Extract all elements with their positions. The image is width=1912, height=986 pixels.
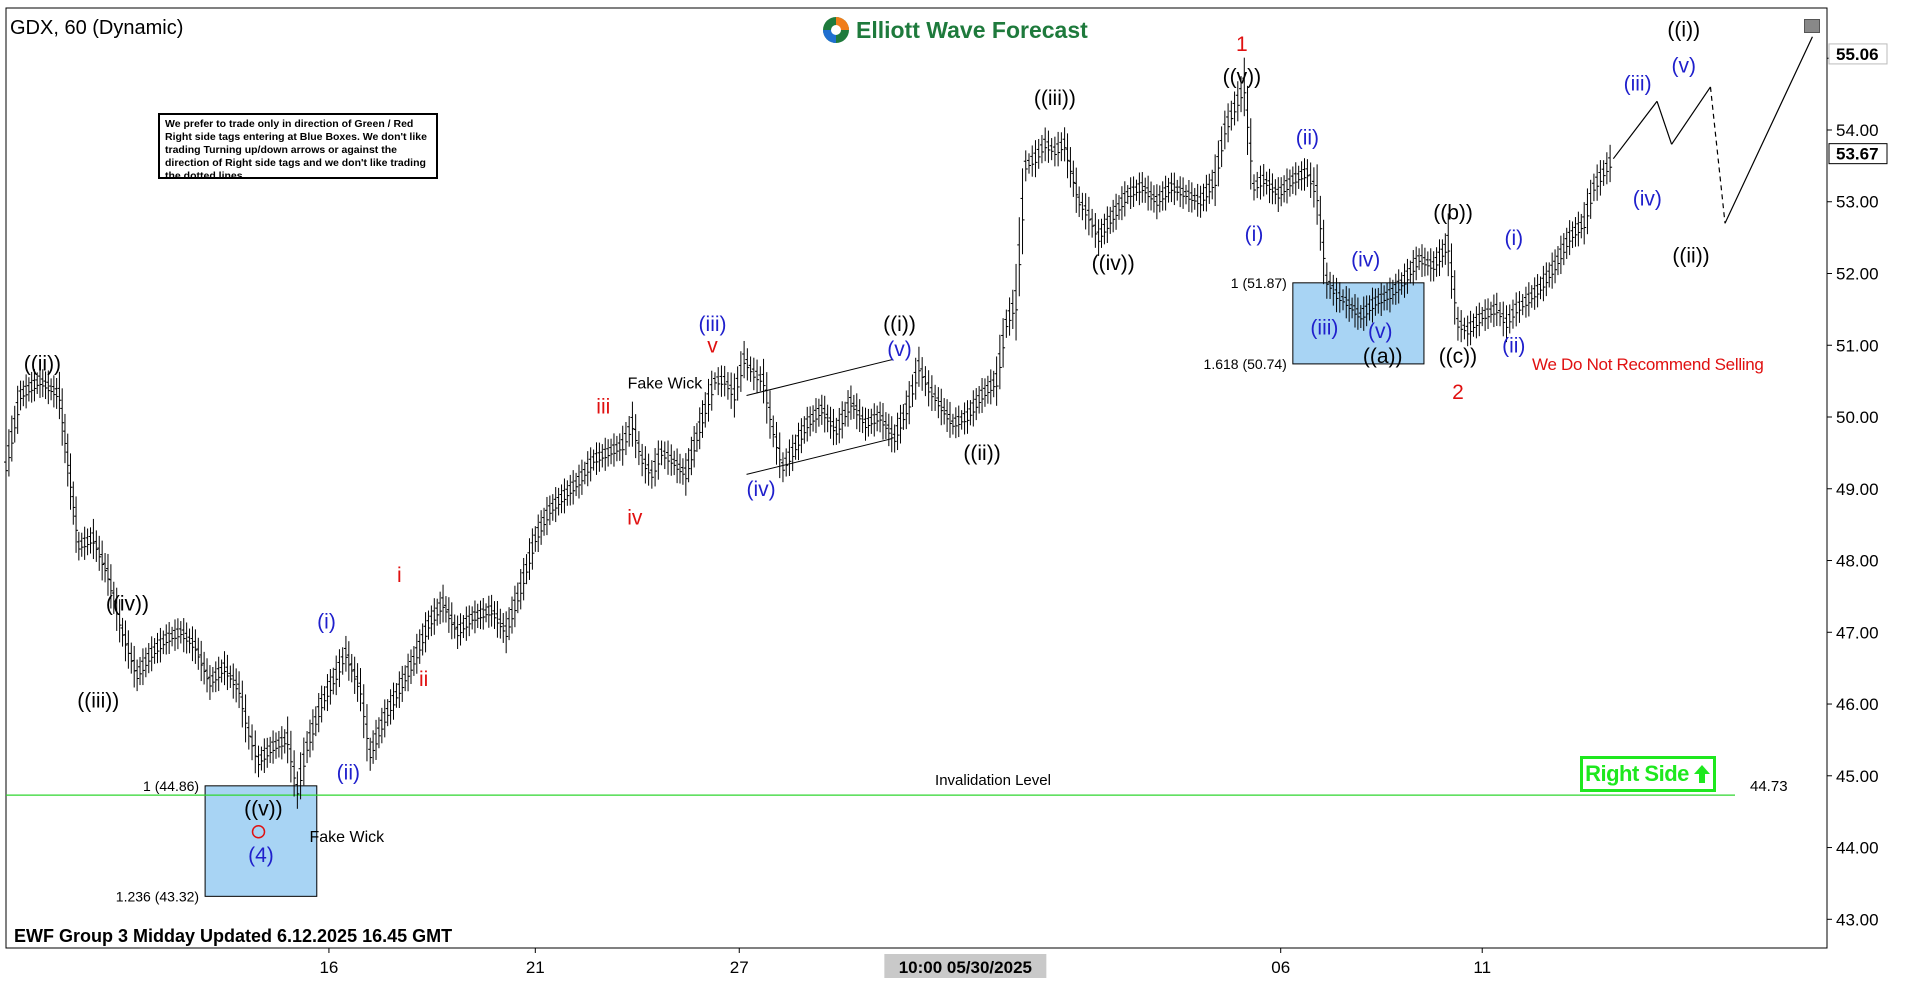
wedge-upper-line (746, 359, 893, 396)
wedge-lower-line (746, 438, 893, 475)
wave-label: ((a)) (1363, 345, 1403, 368)
wave-label: ((v)) (1223, 65, 1261, 88)
y-tick-label: 45.00 (1836, 767, 1879, 786)
x-tick-label: 06 (1271, 958, 1290, 977)
wave-label: ((iii)) (77, 690, 119, 713)
wave-label: ((iii)) (1034, 87, 1076, 110)
wave-label: 2 (1452, 381, 1464, 404)
brand-logo: Elliott Wave Forecast (822, 16, 1088, 44)
invalidation-label: Invalidation Level (935, 772, 1051, 789)
y-tick-label: 47.00 (1836, 623, 1879, 642)
wave-label: (v) (887, 338, 912, 361)
wave-label: 1 (1236, 33, 1248, 56)
projection-segment (1612, 100, 1658, 160)
wave-label: (ii) (337, 761, 360, 784)
projection-segment (1724, 36, 1813, 224)
blue-box-bottom-label: 1.618 (50.74) (1204, 356, 1287, 372)
last-price-label: 53.67 (1836, 145, 1879, 164)
projection-segment (1656, 101, 1673, 145)
wave-label: iv (627, 507, 643, 530)
blue-box-bottom-label: 1.236 (43.32) (116, 888, 199, 904)
x-tick-label: 16 (319, 958, 338, 977)
top-price-tag (1828, 43, 1888, 65)
wave-label: ((ii)) (1672, 245, 1709, 268)
x-tick-label: 11 (1473, 958, 1491, 977)
last-price-tag (1828, 143, 1888, 165)
blue-box-top-label: 1 (51.87) (1231, 275, 1287, 291)
x-highlight-box (884, 954, 1047, 978)
wave-label: (ii) (1296, 126, 1319, 149)
x-tick-label: 27 (730, 958, 749, 977)
projection-segment (1671, 86, 1711, 145)
y-tick-label: 46.00 (1836, 695, 1879, 714)
wave-label: (iv) (747, 478, 776, 501)
x-tick-label: 21 (526, 958, 545, 977)
wave-label: ((iv)) (106, 593, 149, 616)
wave-label: (iii) (699, 313, 727, 336)
y-tick-label: 52.00 (1836, 264, 1879, 283)
wave-label: (iv) (1633, 187, 1662, 210)
brand-globe-icon (823, 17, 849, 43)
symbol-title: GDX, 60 (Dynamic) (10, 17, 184, 39)
y-tick-label: 49.00 (1836, 480, 1879, 499)
y-tick-label: 54.00 (1836, 121, 1879, 140)
wave-label: ((ii)) (24, 352, 61, 375)
wave-label: iii (596, 395, 610, 418)
right-side-label: Right Side (1585, 761, 1689, 786)
y-tick-label: 48.00 (1836, 552, 1879, 571)
y-tick-label: 44.00 (1836, 839, 1879, 858)
wave-label: Fake Wick (310, 829, 386, 846)
wave-label: i (397, 564, 402, 587)
price-bars (4, 57, 1613, 809)
wave-label: ((ii)) (963, 442, 1000, 465)
wave-label: ((v)) (244, 797, 282, 820)
blue-box-1 (204, 785, 318, 897)
trading-note: We prefer to trade only in direction of … (158, 113, 438, 182)
top-price-label: 55.06 (1836, 45, 1879, 64)
wave-label: (v) (1671, 55, 1696, 78)
wave-label: ((c)) (1439, 345, 1477, 368)
wave-label: ((b)) (1433, 202, 1473, 225)
arrow-up-icon (1693, 765, 1710, 783)
wave-label: (i) (1504, 227, 1523, 250)
wave-label: (4) (248, 844, 274, 867)
wave-label: v (707, 334, 718, 357)
wave-label: (i) (1245, 223, 1264, 246)
wave-label: (i) (317, 611, 336, 634)
projection-dashed-segment (1709, 86, 1726, 224)
y-tick-label: 43.00 (1836, 910, 1879, 929)
window-toggle-icon[interactable] (1804, 19, 1820, 33)
wave-label: ii (419, 668, 428, 691)
wave-label: (iv) (1351, 248, 1380, 271)
wave-label: (iii) (1310, 316, 1338, 339)
wave-label: ((i)) (1667, 19, 1700, 42)
wave-label: (iii) (1624, 73, 1652, 96)
invalidation-value: 44.73 (1750, 778, 1788, 795)
wave-label: ((i)) (883, 313, 916, 336)
update-footer: EWF Group 3 Midday Updated 6.12.2025 16.… (14, 926, 453, 946)
y-tick-label: 51.00 (1836, 336, 1879, 355)
warning-text: We Do Not Recommend Selling (1532, 355, 1764, 374)
fake-wick-marker (251, 825, 266, 839)
wave-label: Fake Wick (628, 375, 704, 392)
wave-label: (v) (1368, 320, 1393, 343)
x-highlight-label: 10:00 05/30/2025 (899, 958, 1032, 977)
brand-name: Elliott Wave Forecast (856, 16, 1088, 43)
wave-label: (ii) (1502, 334, 1525, 357)
y-tick-label: 50.00 (1836, 408, 1879, 427)
right-side-tag: Right Side (1580, 756, 1716, 792)
blue-box-top-label: 1 (44.86) (143, 778, 199, 794)
y-tick-label: 53.00 (1836, 193, 1879, 212)
wave-label: ((iv)) (1092, 252, 1135, 275)
